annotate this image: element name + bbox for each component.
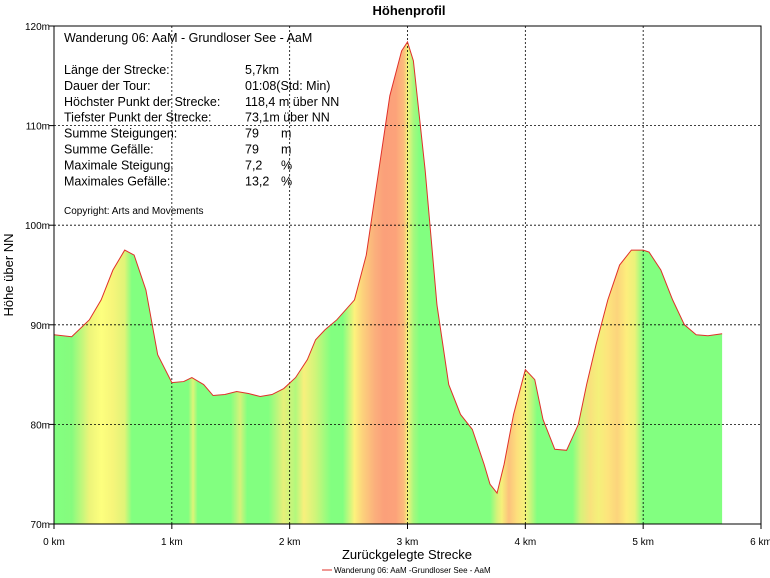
y-tick-label: 80m — [31, 420, 50, 431]
x-tick-label: 1 km — [161, 537, 183, 548]
info-row-unit: m — [281, 143, 291, 157]
plot-area — [54, 41, 723, 524]
info-row-label: Maximales Gefälle: — [64, 174, 170, 188]
y-tick-label: 100m — [25, 221, 50, 232]
y-tick-label: 110m — [26, 122, 50, 133]
y-axis-ticks: 70m 80m 90m 100m 110m 120m — [25, 22, 54, 531]
info-row-label: Maximale Steigung: — [64, 158, 174, 172]
x-tick-label: 3 km — [397, 537, 419, 548]
info-box: Wanderung 06: AaM - Grundloser See - AaM… — [64, 31, 339, 217]
y-tick-label: 120m — [25, 22, 50, 33]
info-row-value: 5,7km — [245, 63, 279, 77]
series-line-layer — [53, 40, 723, 495]
legend: Wanderung 06: AaM -Grundloser See - AaM — [322, 566, 491, 575]
info-row-value: 118,4 m über NN — [245, 95, 339, 109]
x-tick-label: 4 km — [514, 537, 536, 548]
info-row-value: 79 — [245, 143, 259, 157]
legend-label: Wanderung 06: AaM -Grundloser See - AaM — [334, 566, 491, 575]
series-line — [53, 40, 723, 495]
y-tick-label: 70m — [31, 520, 50, 531]
info-row-value: 79 — [245, 127, 259, 141]
chart-title: Höhenprofil — [373, 3, 446, 18]
x-tick-label: 5 km — [632, 537, 654, 548]
info-row-label: Dauer der Tour: — [64, 79, 151, 93]
x-tick-label: 6 km — [750, 537, 770, 548]
info-row-value: 13,2 — [245, 174, 269, 188]
x-axis-ticks: 0 km 1 km 2 km 3 km 4 km 5 km 6 km — [43, 524, 770, 548]
y-axis-label: Höhe über NN — [1, 233, 16, 316]
info-title: Wanderung 06: AaM - Grundloser See - AaM — [64, 31, 312, 45]
y-tick-label: 90m — [31, 321, 50, 332]
info-row-value: 7,2 — [245, 158, 262, 172]
info-row-label: Tiefster Punkt der Strecke: — [64, 111, 212, 125]
elevation-area — [54, 41, 723, 524]
copyright-text: Copyright: Arts and Movements — [64, 206, 204, 217]
info-row-value: 01:08(Std: Min) — [245, 79, 330, 93]
info-row-label: Höchster Punkt der Strecke: — [64, 95, 220, 109]
info-row-unit: m — [281, 127, 291, 141]
info-row-value: 73,1m über NN — [245, 111, 330, 125]
info-row-label: Summe Steigungen: — [64, 127, 177, 141]
info-row-unit: % — [281, 174, 292, 188]
info-row-label: Länge der Strecke: — [64, 63, 170, 77]
x-tick-label: 2 km — [279, 537, 301, 548]
info-row-unit: % — [281, 158, 292, 172]
x-axis-label: Zurückgelegte Strecke — [342, 547, 472, 562]
grid-lines — [54, 26, 761, 524]
x-tick-label: 0 km — [43, 537, 65, 548]
info-row-label: Summe Gefälle: — [64, 143, 154, 157]
